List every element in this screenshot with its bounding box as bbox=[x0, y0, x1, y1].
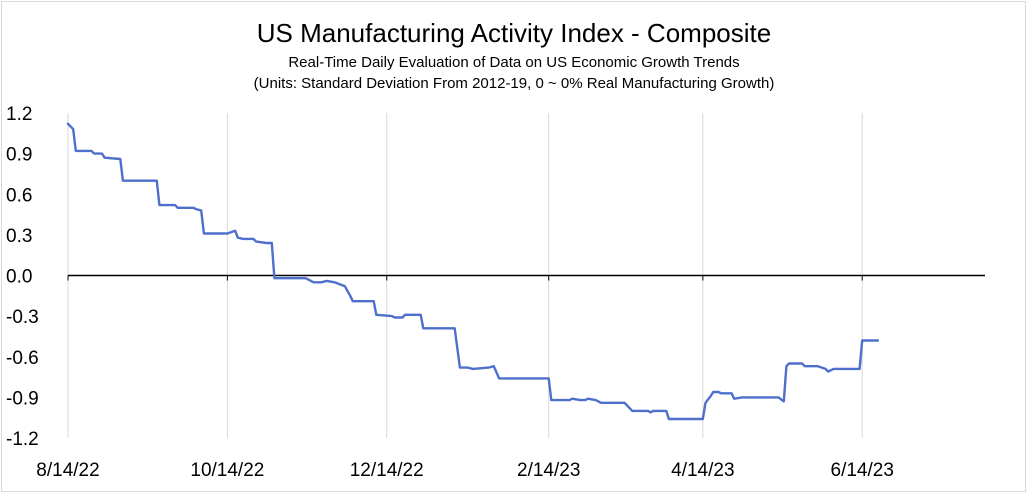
y-tick-label: -0.9 bbox=[6, 388, 39, 409]
axes bbox=[67, 113, 985, 438]
x-tick-label: 8/14/22 bbox=[36, 460, 99, 481]
y-tick-label: 0.0 bbox=[6, 267, 32, 288]
x-tick-label: 6/14/23 bbox=[831, 460, 894, 481]
x-tick-label: 4/14/23 bbox=[671, 460, 734, 481]
y-axis-ticks: 1.2 0.9 0.6 0.3 0.0 -0.3 -0.6 -0.9 -1.2 bbox=[6, 104, 39, 450]
y-tick-label: -1.2 bbox=[6, 429, 39, 450]
series-group bbox=[66, 122, 880, 421]
y-tick-label: 0.6 bbox=[6, 185, 32, 206]
chart-title: US Manufacturing Activity Index - Compos… bbox=[256, 18, 772, 48]
y-tick-label: 1.2 bbox=[6, 104, 32, 125]
chart-subtitle: Real-Time Daily Evaluation of Data on US… bbox=[288, 54, 740, 71]
x-axis-ticks: 8/14/22 10/14/22 12/14/22 2/14/23 4/14/23 6/1… bbox=[36, 460, 894, 481]
x-tick-label: 10/14/22 bbox=[190, 460, 264, 481]
y-tick-label: -0.6 bbox=[6, 348, 39, 369]
x-tick-label: 2/14/23 bbox=[517, 460, 580, 481]
chart-units-note: (Units: Standard Deviation From 2012-19,… bbox=[253, 75, 775, 92]
x-tick-label: 12/14/22 bbox=[350, 460, 424, 481]
y-tick-label: 0.3 bbox=[6, 226, 32, 247]
y-tick-label: 0.9 bbox=[6, 145, 32, 166]
y-tick-label: -0.3 bbox=[6, 307, 39, 328]
series-line-0 bbox=[66, 122, 880, 421]
